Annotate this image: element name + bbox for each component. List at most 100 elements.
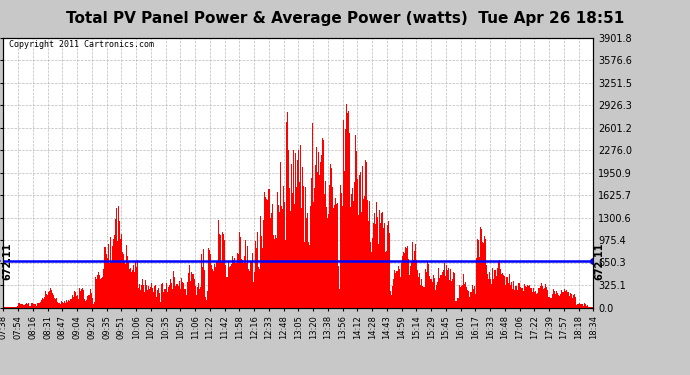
- Bar: [326, 207, 327, 308]
- Bar: [308, 242, 309, 308]
- Bar: [580, 304, 581, 307]
- Bar: [102, 278, 103, 308]
- Text: 672.11: 672.11: [2, 242, 12, 280]
- Bar: [579, 303, 580, 307]
- Bar: [526, 285, 528, 308]
- Bar: [81, 289, 82, 308]
- Bar: [138, 288, 139, 308]
- Bar: [304, 242, 305, 308]
- Bar: [82, 288, 83, 308]
- Bar: [478, 240, 480, 308]
- Bar: [137, 260, 138, 308]
- Bar: [352, 188, 353, 308]
- Bar: [446, 265, 447, 308]
- Bar: [469, 297, 471, 307]
- Bar: [152, 288, 153, 308]
- Bar: [203, 249, 204, 308]
- Bar: [565, 291, 566, 308]
- Bar: [228, 261, 230, 308]
- Bar: [167, 292, 168, 308]
- Bar: [299, 182, 300, 308]
- Bar: [433, 282, 435, 308]
- Bar: [288, 178, 290, 308]
- Bar: [194, 279, 195, 308]
- Bar: [372, 238, 373, 308]
- Bar: [107, 258, 108, 308]
- Bar: [162, 283, 164, 308]
- Bar: [38, 303, 39, 307]
- Bar: [301, 208, 302, 308]
- Bar: [354, 182, 355, 308]
- Bar: [11, 307, 12, 308]
- Bar: [582, 304, 583, 307]
- Bar: [183, 284, 184, 308]
- Bar: [586, 305, 588, 308]
- Bar: [421, 279, 422, 308]
- Bar: [457, 298, 459, 307]
- Bar: [265, 197, 266, 308]
- Bar: [333, 208, 334, 308]
- Bar: [405, 247, 406, 308]
- Bar: [534, 292, 535, 308]
- Bar: [411, 261, 412, 308]
- Bar: [507, 277, 508, 308]
- Bar: [57, 303, 59, 307]
- Bar: [74, 291, 75, 308]
- Bar: [540, 286, 541, 308]
- Bar: [225, 265, 226, 308]
- Bar: [204, 270, 206, 308]
- Bar: [292, 193, 293, 308]
- Bar: [365, 160, 366, 308]
- Bar: [273, 235, 274, 308]
- Bar: [515, 286, 516, 308]
- Bar: [221, 261, 222, 308]
- Bar: [49, 291, 50, 308]
- Bar: [244, 256, 245, 307]
- Bar: [508, 283, 509, 308]
- Bar: [330, 164, 331, 308]
- Bar: [297, 141, 298, 308]
- Bar: [180, 288, 181, 308]
- Bar: [417, 270, 418, 308]
- Bar: [147, 290, 148, 308]
- Bar: [278, 205, 279, 308]
- Bar: [471, 292, 472, 308]
- Bar: [295, 153, 296, 308]
- Bar: [29, 306, 30, 308]
- Bar: [379, 210, 380, 308]
- Bar: [27, 304, 28, 307]
- Bar: [148, 286, 149, 308]
- Bar: [363, 200, 364, 308]
- Bar: [141, 279, 143, 308]
- Bar: [28, 303, 29, 307]
- Bar: [560, 294, 561, 307]
- Bar: [422, 286, 423, 308]
- Bar: [584, 303, 585, 307]
- Bar: [303, 186, 304, 308]
- Bar: [358, 215, 359, 308]
- Bar: [192, 273, 193, 308]
- Bar: [41, 300, 42, 307]
- Bar: [486, 265, 487, 308]
- Bar: [463, 274, 464, 308]
- Bar: [199, 289, 200, 308]
- Bar: [64, 301, 65, 307]
- Bar: [149, 289, 150, 308]
- Bar: [556, 291, 557, 308]
- Bar: [207, 291, 208, 308]
- Bar: [8, 307, 9, 308]
- Bar: [438, 268, 439, 308]
- Bar: [455, 301, 456, 307]
- Bar: [568, 292, 569, 308]
- Bar: [370, 242, 371, 308]
- Bar: [37, 303, 38, 307]
- Bar: [30, 306, 31, 308]
- Bar: [191, 272, 192, 308]
- Bar: [317, 171, 318, 308]
- Bar: [406, 246, 408, 308]
- Bar: [310, 206, 311, 308]
- Bar: [40, 302, 41, 307]
- Bar: [88, 295, 89, 307]
- Bar: [125, 264, 126, 308]
- Bar: [270, 213, 272, 308]
